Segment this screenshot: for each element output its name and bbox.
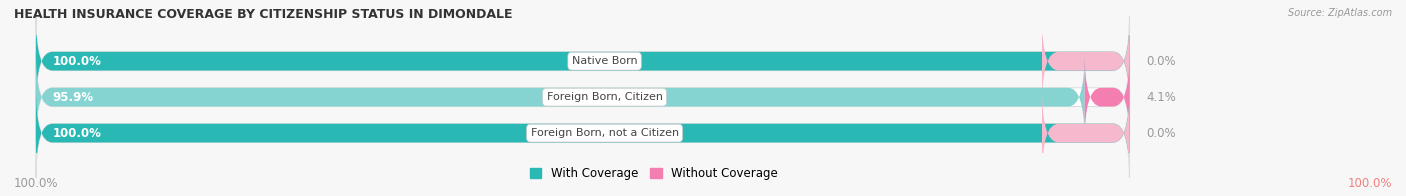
Text: 0.0%: 0.0% xyxy=(1146,127,1175,140)
Text: Foreign Born, Citizen: Foreign Born, Citizen xyxy=(547,92,662,102)
Text: Foreign Born, not a Citizen: Foreign Born, not a Citizen xyxy=(530,128,679,138)
FancyBboxPatch shape xyxy=(1042,17,1129,106)
FancyBboxPatch shape xyxy=(37,89,1129,178)
FancyBboxPatch shape xyxy=(1042,89,1129,178)
Text: 4.1%: 4.1% xyxy=(1146,91,1175,104)
FancyBboxPatch shape xyxy=(1084,53,1129,142)
Text: Native Born: Native Born xyxy=(572,56,637,66)
FancyBboxPatch shape xyxy=(37,17,1129,106)
FancyBboxPatch shape xyxy=(37,89,1129,178)
FancyBboxPatch shape xyxy=(37,53,1084,142)
Legend: With Coverage, Without Coverage: With Coverage, Without Coverage xyxy=(524,162,783,185)
Text: 100.0%: 100.0% xyxy=(52,55,101,68)
Text: 100.0%: 100.0% xyxy=(1347,177,1392,190)
FancyBboxPatch shape xyxy=(37,53,1129,142)
Text: 95.9%: 95.9% xyxy=(52,91,93,104)
Text: 0.0%: 0.0% xyxy=(1146,55,1175,68)
Text: HEALTH INSURANCE COVERAGE BY CITIZENSHIP STATUS IN DIMONDALE: HEALTH INSURANCE COVERAGE BY CITIZENSHIP… xyxy=(14,8,513,21)
Text: 100.0%: 100.0% xyxy=(14,177,59,190)
FancyBboxPatch shape xyxy=(37,17,1129,106)
Text: Source: ZipAtlas.com: Source: ZipAtlas.com xyxy=(1288,8,1392,18)
Text: 100.0%: 100.0% xyxy=(52,127,101,140)
